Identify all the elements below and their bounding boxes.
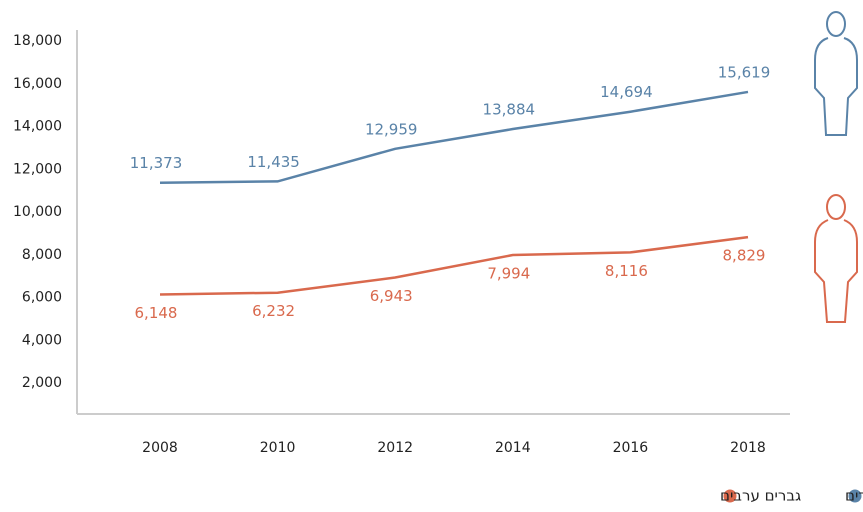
series-line [159,235,749,296]
legend-swatch [848,489,862,503]
x-tick-label: 2014 [495,440,531,456]
data-label: 15,619 [718,63,771,81]
y-tick-label: 4,000 [22,332,62,348]
y-tick-label: 14,000 [13,119,62,135]
data-label: 6,232 [252,302,295,320]
data-label: 6,943 [370,287,413,305]
data-label: 6,148 [135,304,178,322]
x-tick-label: 2010 [260,440,296,456]
y-tick-label: 12,000 [13,161,62,177]
icon-arab [814,194,858,323]
x-tick-label: 2008 [142,440,178,456]
y-tick-label: 8,000 [22,247,62,263]
series-line [159,90,749,184]
data-label: 8,116 [605,262,648,280]
data-label: 14,694 [600,83,653,101]
x-tick-label: 2012 [377,440,413,456]
x-tick-label: 2016 [613,440,649,456]
y-tick-label: 2,000 [22,375,62,391]
legend-label: גברים ערבים [720,487,801,505]
data-label: 11,373 [130,154,183,172]
y-tick-label: 6,000 [22,290,62,306]
legend-label: גברים יהודים [845,487,863,505]
data-label: 13,884 [483,101,536,119]
data-label: 12,959 [365,120,418,138]
x-tick-label: 2018 [730,440,766,456]
y-tick-label: 10,000 [13,204,62,220]
y-tick-label: 18,000 [13,33,62,49]
data-label: 8,829 [723,247,766,265]
data-label: 7,994 [487,265,530,283]
y-tick-label: 16,000 [13,76,62,92]
data-label: 11,435 [247,153,300,171]
icon-jewish [814,11,858,136]
legend-swatch [723,489,737,503]
